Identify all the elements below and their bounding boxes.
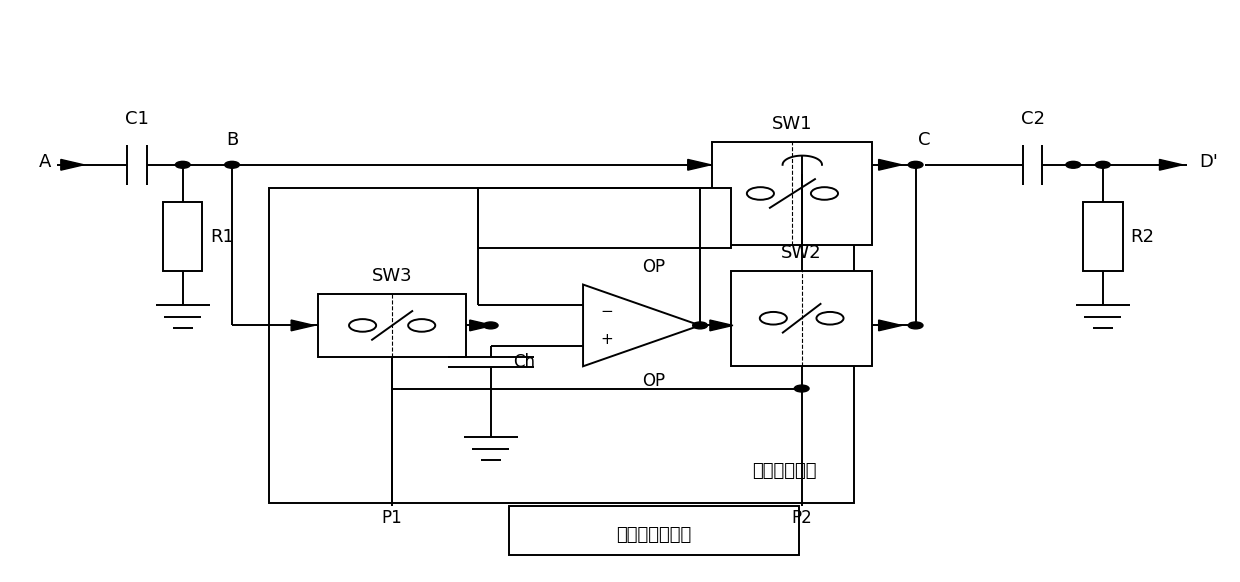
Text: 脉冲信号发生器: 脉冲信号发生器 [616, 526, 692, 544]
Polygon shape [688, 159, 711, 170]
Circle shape [760, 312, 787, 325]
Circle shape [693, 322, 708, 329]
Bar [319, 294, 466, 357]
Text: C: C [918, 131, 930, 149]
Text: C2: C2 [1021, 109, 1044, 127]
Circle shape [224, 161, 239, 168]
Text: P1: P1 [382, 509, 403, 527]
Bar [510, 506, 799, 555]
Text: OP: OP [642, 258, 666, 276]
Polygon shape [291, 320, 314, 331]
Text: −: − [600, 304, 613, 318]
Text: OP: OP [642, 372, 666, 390]
Text: Ch: Ch [513, 353, 534, 371]
Text: B: B [226, 131, 238, 149]
Bar [712, 142, 873, 245]
Polygon shape [879, 320, 901, 331]
Text: +: + [600, 332, 613, 347]
Text: SW3: SW3 [372, 267, 413, 285]
Bar [730, 271, 873, 365]
Circle shape [795, 385, 808, 392]
Polygon shape [1159, 159, 1183, 170]
Circle shape [1095, 161, 1110, 168]
Polygon shape [879, 159, 901, 170]
Polygon shape [583, 285, 701, 366]
Circle shape [811, 187, 838, 200]
Bar [162, 202, 202, 271]
Text: R2: R2 [1130, 228, 1154, 246]
Circle shape [746, 187, 774, 200]
Text: 采样保持电路: 采样保持电路 [753, 462, 817, 480]
Text: R1: R1 [210, 228, 233, 246]
Text: D': D' [1199, 153, 1218, 171]
Text: SW2: SW2 [781, 244, 822, 262]
Circle shape [175, 161, 190, 168]
Circle shape [408, 319, 435, 332]
Text: P2: P2 [791, 509, 812, 527]
Text: C1: C1 [125, 109, 149, 127]
Bar [1083, 202, 1122, 271]
Text: A: A [38, 153, 51, 171]
Text: SW1: SW1 [773, 115, 812, 133]
Circle shape [908, 322, 923, 329]
Circle shape [348, 319, 376, 332]
Circle shape [908, 161, 923, 168]
Polygon shape [61, 159, 84, 170]
Circle shape [816, 312, 843, 325]
Circle shape [1066, 161, 1080, 168]
Bar [479, 188, 730, 248]
Polygon shape [711, 320, 733, 331]
Polygon shape [470, 320, 492, 331]
Bar [269, 188, 854, 503]
Circle shape [484, 322, 498, 329]
